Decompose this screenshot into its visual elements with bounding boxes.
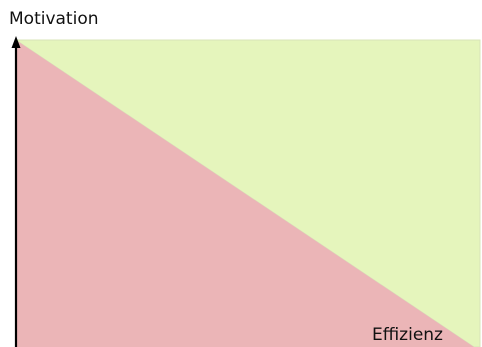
lower-region (16, 40, 474, 347)
x-axis-label: Effizienz (372, 325, 443, 345)
y-axis-arrowhead (11, 36, 21, 48)
y-axis-label: Motivation (9, 9, 99, 29)
